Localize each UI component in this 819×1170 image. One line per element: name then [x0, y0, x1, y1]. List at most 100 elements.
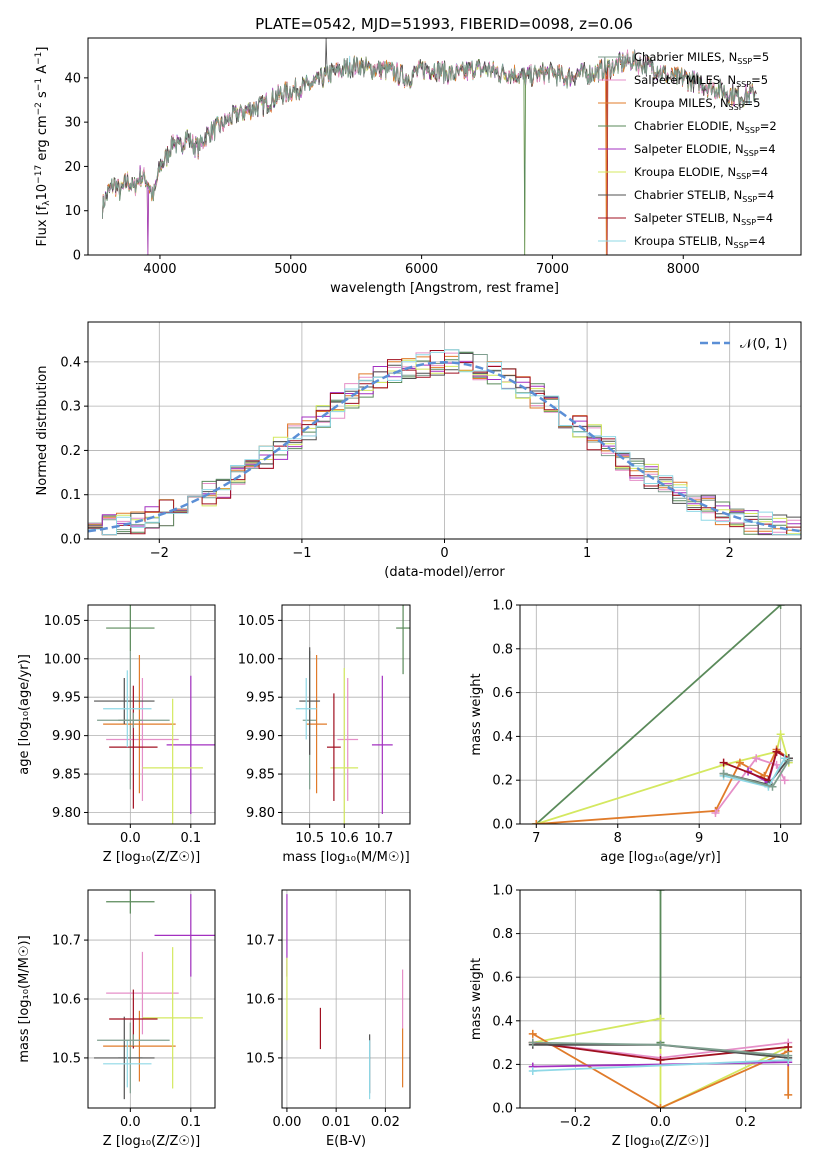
weight-line-kroupa-miles: [536, 748, 790, 824]
y-tick-label: 0.0: [60, 533, 81, 548]
legend-label: Chabrier ELODIE, NSSP=2: [634, 119, 777, 135]
plot-frame: [87, 604, 216, 825]
y-tick-label: 10.00: [238, 652, 275, 667]
y-axis-label: Flux [fλ10−17 erg cm−2 s−1 A−1]: [34, 47, 52, 247]
y-tick-label: 9.85: [52, 768, 81, 783]
y-tick-label: 0.3: [60, 400, 81, 415]
x-axis-label: Z [log₁₀(Z/Z☉)]: [103, 850, 200, 865]
weight-marker: [656, 1104, 665, 1108]
legend-label-part: =4: [756, 211, 773, 225]
x-tick-label: 0.0: [650, 1115, 671, 1130]
legend-label-part: SSP: [736, 172, 751, 181]
y-label-part: A: [35, 65, 50, 78]
weight-line-kroupa-stelib: [532, 1059, 789, 1072]
x-tick-label: 8: [614, 831, 622, 846]
age_vs_Z-errorbars: [94, 605, 215, 824]
weight-line-salpeter-miles: [714, 757, 786, 814]
y-axis-label: Normed distribution: [35, 366, 50, 496]
y-tick-label: 0.8: [492, 927, 513, 942]
legend-label-part: SSP: [729, 103, 744, 112]
legend-label: Kroupa STELIB, NSSP=4: [634, 234, 765, 250]
y-tick-label: 0.1: [60, 488, 81, 503]
y-tick-label: 9.90: [52, 729, 81, 744]
weight-marker: [784, 1042, 793, 1051]
x-tick-label: 10.7: [364, 831, 393, 846]
legend-label-part: Salpeter ELODIE, N: [634, 142, 744, 156]
weight-marker: [784, 1051, 793, 1060]
y-label-part: Flux [f: [35, 205, 50, 246]
y-label-part: λ: [42, 200, 52, 206]
legend-label: Kroupa ELODIE, NSSP=4: [634, 165, 768, 181]
y-tick-label: 9.80: [246, 806, 275, 821]
legend-label-part: Chabrier ELODIE, N: [634, 119, 745, 133]
legend-label: Chabrier STELIB, NSSP=4: [634, 188, 774, 204]
y-label-part: ]: [35, 47, 50, 52]
y-label-part: s: [35, 91, 50, 102]
legend-label-part: Salpeter STELIB, N: [634, 211, 741, 225]
y-tick-label: 0.0: [492, 818, 513, 833]
weight-line-salpeter-stelib: [723, 750, 790, 782]
x-axis-label: mass [log₁₀(M/M☉)]: [282, 850, 409, 865]
y-tick-label: 9.95: [52, 691, 81, 706]
y-axis-label: mass [log₁₀(M/M☉)]: [17, 935, 32, 1062]
mass_vs_EBV-errorbars: [286, 894, 404, 1100]
weight-marker: [784, 756, 793, 765]
residuals-chart: −2 −1 0 1 2 0.0 0.1 0.2 0.3 0.4 (data-model)/error…: [35, 321, 802, 580]
y-tick-label: 0: [73, 249, 81, 264]
x-tick-label: 0.1: [180, 1115, 201, 1130]
x-tick-label: 0.01: [322, 1115, 351, 1130]
y-tick-label: 0.2: [492, 1058, 513, 1073]
y-tick-label: 20: [64, 160, 81, 175]
y-axis-label: mass weight: [469, 958, 484, 1040]
legend-label-part: Kroupa ELODIE, N: [634, 165, 736, 179]
legend-label-part: Kroupa MILES, N: [634, 96, 729, 110]
y-label-part: −1: [34, 78, 44, 91]
legend-label: Salpeter ELODIE, NSSP=4: [634, 142, 776, 158]
gaussian-curve: [88, 361, 801, 533]
y-axis-label: mass weight: [469, 673, 484, 755]
y-tick-label: 9.90: [246, 729, 275, 744]
residual-histograms: [88, 349, 801, 536]
weight-marker: [528, 1066, 537, 1075]
y-label-part: −2: [34, 102, 44, 115]
legend-label-part: SSP: [742, 195, 757, 204]
legend-label-part: Kroupa STELIB, N: [634, 234, 734, 248]
legend-label-part: Chabrier STELIB, N: [634, 188, 742, 202]
legend-label-part: =5: [752, 50, 769, 64]
age_vs_mass-chart: 10.5 10.6 10.7 9.80 9.85 9.90 9.95 10.00 10.05 ma…: [238, 604, 411, 865]
y-axis-label: age [log₁₀(age/yr)]: [17, 654, 32, 775]
x-tick-label: 10: [772, 831, 789, 846]
legend-label-part: SSP: [736, 80, 751, 89]
x-tick-label: 7000: [536, 262, 569, 277]
weight-marker: [768, 782, 777, 791]
weight-marker: [528, 1029, 537, 1038]
mass_vs_EBV-chart: 0.00 0.01 0.02 10.5 10.6 10.7 E(B-V): [246, 889, 411, 1149]
y-tick-label: 0.4: [60, 355, 81, 370]
x-tick-label: 0.02: [371, 1115, 400, 1130]
x-axis-label: Z [log₁₀(Z/Z☉)]: [103, 1134, 200, 1149]
plot-frame: [519, 604, 802, 825]
figure-title: PLATE=0542, MJD=51993, FIBERID=0098, z=0…: [255, 15, 633, 33]
y-tick-label: 30: [64, 116, 81, 131]
weight-marker: [656, 1040, 665, 1049]
weight_vs_age-lines: [532, 605, 793, 824]
plot-frame: [87, 37, 802, 256]
weight-marker: [719, 769, 728, 778]
weight-marker: [780, 776, 789, 785]
legend-label: 𝒩(0, 1): [740, 337, 787, 352]
weight_vs_age-chart: 7 8 9 10 0.0 0.2 0.4 0.6 0.8 1.0 age [log₁₀(age/yr…: [469, 599, 802, 865]
y-tick-label: 0.8: [492, 642, 513, 657]
mass_vs_Z-errorbars: [94, 890, 215, 1100]
x-tick-label: 1: [583, 546, 591, 561]
legend-label-part: =2: [760, 119, 777, 133]
x-tick-label: −2: [150, 546, 169, 561]
y-tick-label: 10.6: [52, 993, 81, 1008]
y-tick-label: 10.7: [52, 934, 81, 949]
y-tick-label: 9.80: [52, 806, 81, 821]
legend-label-part: =4: [757, 188, 774, 202]
y-tick-label: 10.5: [52, 1051, 81, 1066]
y-label-part: 10: [35, 184, 50, 201]
legend-label-part: SSP: [741, 218, 756, 227]
weight-marker: [752, 754, 761, 763]
